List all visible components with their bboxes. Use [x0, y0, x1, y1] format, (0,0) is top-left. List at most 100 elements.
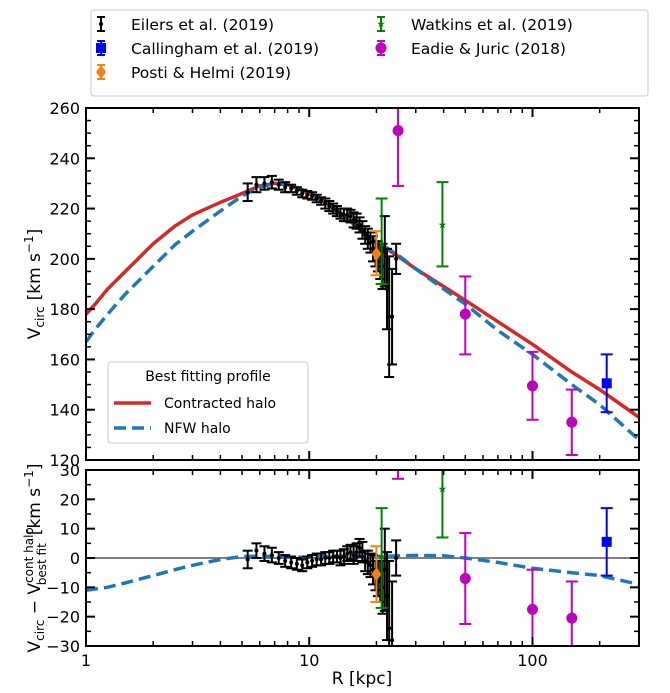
bottom-ylabel-sub: circ — [33, 620, 47, 641]
eilers-et-al-residual-point — [323, 556, 328, 560]
y-tick-label: 240 — [49, 149, 80, 168]
eilers-et-al-residual-point — [327, 556, 332, 560]
top-ylabel-close: ] — [25, 229, 45, 236]
legend-swatch-marker — [375, 42, 387, 54]
eilers-et-al-residual-point — [334, 554, 339, 559]
legend-swatch-marker — [96, 43, 106, 53]
eilers-et-al-point — [370, 246, 375, 251]
x-tick-label: 100 — [517, 651, 548, 670]
eilers-et-al-residual-point — [382, 567, 387, 572]
eadie-juric-residual-point — [526, 603, 538, 615]
x-axis-label: R [kpc] — [332, 669, 392, 689]
top-ylabel: Vcirc [km s−1] — [22, 229, 47, 340]
legend-swatch-marker — [377, 20, 385, 28]
legend-entry-eadie-juric: Eadie & Juric (2018) — [375, 40, 566, 58]
top-ylabel-exp: −1 — [22, 235, 36, 253]
legend-datasets-box — [90, 9, 649, 97]
eilers-et-al-residual-point — [384, 594, 389, 599]
y-tick-label: 20 — [60, 490, 80, 509]
eilers-et-al-point — [331, 206, 336, 211]
eilers-et-al-residual-point — [254, 548, 259, 553]
eilers-et-al-point — [283, 185, 288, 190]
legend-entry-callingham-et-al: Callingham et al. (2019) — [96, 40, 319, 58]
eilers-et-al-residual-point — [294, 561, 299, 566]
y-tick-label: 0 — [70, 549, 80, 568]
panel-bottom: −30 −20 −10 0 10 20 30 Vcirc − Vcont halobest … — [22, 461, 640, 656]
eilers-et-al-residual-point — [387, 626, 392, 631]
legend-entry-label: Eilers et al. (2019) — [131, 16, 274, 34]
bottom-ylabel-units: [km s — [25, 488, 45, 535]
watkins-et-al-residual-point — [438, 485, 447, 493]
legend-datasets: Eilers et al. (2019) Callingham et al. (2… — [90, 9, 649, 97]
legend-profile: Best fitting profile Contracted halo NFW… — [107, 361, 309, 444]
eilers-et-al-point — [351, 217, 356, 222]
legend-entry-eilers-et-al: Eilers et al. (2019) — [97, 16, 274, 34]
eadie-juric-point — [566, 416, 578, 428]
x-tick-label: 1 — [81, 651, 91, 670]
eilers-et-al-point — [254, 182, 259, 187]
top-ylabel-sub: circ — [33, 306, 47, 327]
eilers-et-al-residual-point — [357, 545, 362, 550]
bottom-ylabel: Vcirc − Vcont halobest fit [km s−1] — [22, 464, 49, 653]
eilers-et-al-residual-point — [348, 550, 353, 555]
y-tick-label: 120 — [49, 451, 80, 470]
eilers-et-al-point — [365, 236, 370, 241]
legend-entry-label: Eadie & Juric (2018) — [411, 40, 566, 58]
legend-entry-label: Watkins et al. (2019) — [411, 16, 573, 34]
eadie-juric-residual-point — [459, 573, 471, 585]
legend-profile-box — [107, 361, 309, 444]
eilers-et-al-point — [319, 199, 324, 204]
y-tick-label: −20 — [46, 608, 80, 627]
panel-top-frame — [85, 107, 640, 461]
legend-entry-label: Callingham et al. (2019) — [131, 40, 319, 58]
eilers-et-al-point — [276, 182, 281, 187]
y-tick-label: 260 — [49, 99, 80, 118]
eilers-et-al-point — [394, 256, 399, 261]
eilers-et-al-residual-point — [245, 557, 250, 562]
eilers-et-al-point — [323, 201, 328, 206]
legend-swatch-marker — [96, 65, 106, 79]
panel-top: 120 140 160 180 200 220 240 260 Vcirc [km s−1] B… — [22, 99, 640, 470]
eilers-et-al-point — [305, 192, 310, 197]
eilers-et-al-residual-point — [310, 558, 315, 563]
legend-nfw-label: NFW halo — [164, 421, 231, 437]
top-ylabel-units: [km s — [25, 253, 45, 300]
eadie-juric-point — [459, 308, 471, 320]
y-tick-label: 180 — [49, 300, 80, 319]
bottom-ylabel-sup: cont halo — [22, 527, 36, 583]
eadie-juric-point — [392, 125, 404, 137]
eadie-juric-residual-errorbar — [392, 470, 405, 480]
legend-contracted-label: Contracted halo — [164, 396, 276, 412]
y-tick-label: 10 — [60, 520, 80, 539]
eilers-et-al-point — [390, 314, 395, 319]
y-tick-label: 200 — [49, 250, 80, 269]
eilers-et-al-point — [245, 190, 250, 195]
eilers-et-al-point — [334, 209, 339, 214]
watkins-et-al-residual-point — [377, 552, 386, 560]
y-tick-label: 140 — [49, 401, 80, 420]
legend-swatch-marker — [99, 22, 103, 26]
eilers-et-al-residual-point — [314, 557, 319, 562]
eilers-et-al-residual-point — [354, 550, 359, 555]
eilers-et-al-residual-point — [283, 558, 288, 563]
eilers-et-al-point — [345, 212, 350, 217]
eilers-et-al-residual-point — [368, 563, 373, 568]
eilers-et-al-residual-point — [365, 560, 370, 565]
y-tick-label: 220 — [49, 200, 80, 219]
eilers-et-al-residual-point — [276, 556, 281, 560]
y-tick-label: 30 — [60, 461, 80, 480]
posti-helmi-residual-point — [371, 567, 382, 582]
eilers-et-al-residual-point — [305, 560, 310, 565]
eilers-et-al-residual-point — [394, 556, 399, 560]
bottom-ylabel-close: ] — [25, 464, 45, 471]
eilers-et-al-residual-point — [338, 556, 343, 560]
legend-entry-label: Posti & Helmi (2019) — [131, 64, 291, 82]
residual-nfw-halo-curve — [86, 553, 639, 593]
bottom-ylabel-v: V — [25, 640, 45, 652]
posti-helmi-point — [371, 246, 382, 261]
watkins-et-al-point — [377, 239, 386, 247]
eilers-et-al-point — [341, 212, 346, 217]
eilers-et-al-residual-point — [269, 553, 274, 558]
eilers-et-al-point — [384, 287, 389, 292]
